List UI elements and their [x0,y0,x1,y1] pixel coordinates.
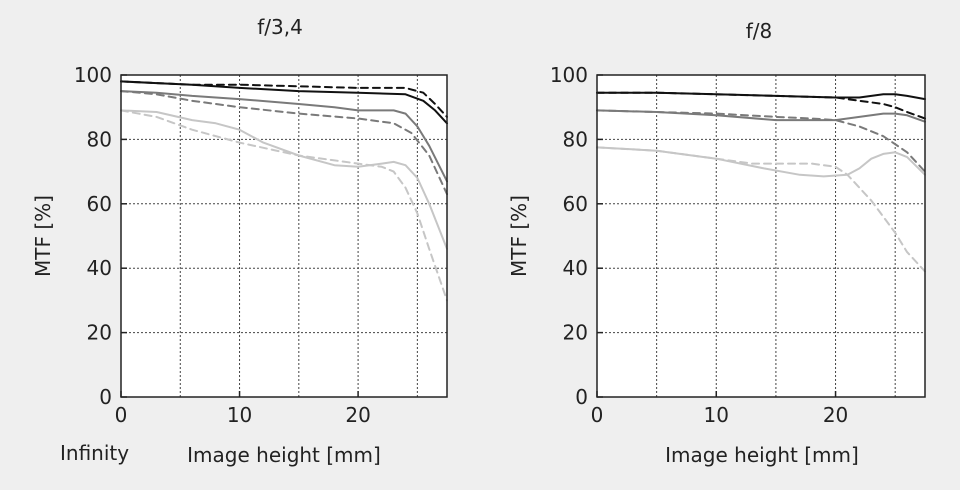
x-axis-label: Image height [mm] [187,443,381,467]
x-tick-label: 0 [115,403,128,427]
y-tick-label: 0 [575,385,588,409]
x-tick-label: 20 [345,403,370,427]
mtf-series-line-6 [596,146,926,273]
y-axis-label: MTF [%] [31,195,55,277]
y-axis-label: MTF [%] [507,195,531,277]
x-tick-label: 0 [591,403,604,427]
mtf-series-line-2 [596,91,926,120]
x-tick-label: 10 [227,403,252,427]
y-tick-label: 20 [563,321,588,345]
mtf-series-line-2 [120,80,448,118]
y-tick-label: 40 [563,256,588,280]
y-tick-label: 20 [87,321,112,345]
mtf-panel-1: 0 20 40 60 80 100 0 10 20 f/3,4 Image height [mm] M… [31,15,448,467]
x-tick-label: 20 [823,403,848,427]
y-tick-label: 0 [99,385,112,409]
plot-frame [596,74,926,398]
y-tick-label: 80 [87,127,112,151]
mtf-panel-2: 0 20 40 60 80 100 0 10 20 f/8 Image height [mm] MTF… [507,19,926,467]
plot-frame [120,74,448,398]
y-tick-label: 80 [563,127,588,151]
y-tick-label: 60 [563,192,588,216]
x-tick-label: 10 [704,403,729,427]
mtf-series-line-5 [120,109,448,250]
y-tick-label: 100 [74,63,112,87]
y-tick-label: 60 [87,192,112,216]
chart-title: f/8 [746,19,773,43]
y-tick-label: 100 [550,63,588,87]
plot-area [597,75,925,397]
x-axis-label: Image height [mm] [665,443,859,467]
mtf-series-line-4 [596,109,926,173]
y-tick-label: 40 [87,256,112,280]
mtf-series-line-4 [120,90,448,196]
mtf-series-line-3 [120,90,448,183]
chart-title: f/3,4 [257,15,303,39]
plot-area [121,75,447,397]
mtf-series-line-6 [120,109,448,302]
focus-condition-label: Infinity [60,441,130,465]
